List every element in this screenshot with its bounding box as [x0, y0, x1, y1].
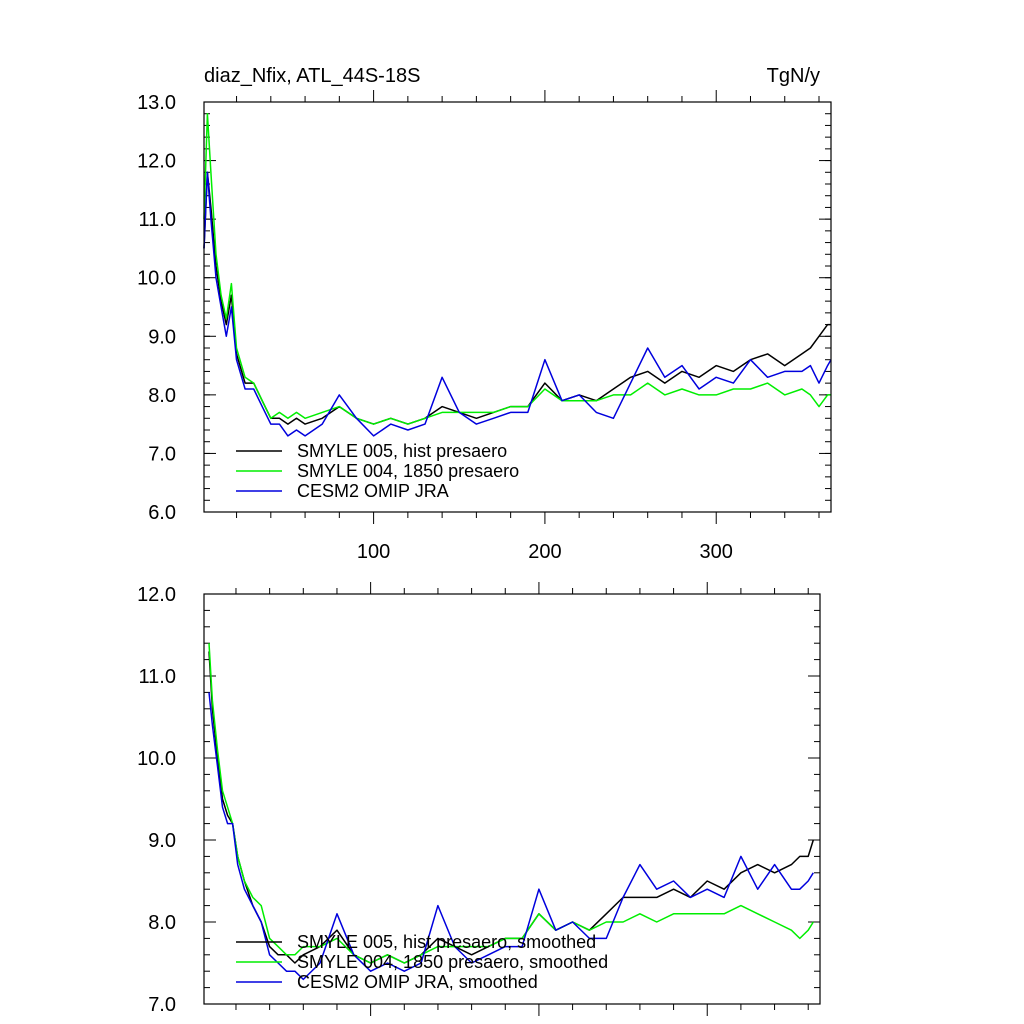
x-tick-label: 300: [700, 541, 733, 563]
y-tick-label: 12.0: [137, 151, 176, 173]
y-tick-label: 8.0: [148, 912, 176, 934]
y-tick-label: 10.0: [137, 268, 176, 290]
bottom-panel: 7.0 8.0 9.0 10.0 11.0 12.0 SMYLE 005, hist pr…: [137, 582, 821, 1016]
y-tick-label: 7.0: [148, 994, 176, 1016]
series-lines: [208, 643, 815, 981]
y-tick-label: 11.0: [139, 666, 176, 688]
chart-title: diaz_Nfix, ATL_44S-18S: [204, 65, 420, 87]
units-label: TgN/y: [767, 65, 820, 87]
y-tick-label: 9.0: [148, 830, 176, 852]
legend-label-smyle004: SMYLE 004, 1850 presaero: [297, 461, 519, 481]
series-line-0: [208, 651, 815, 964]
y-tick-label: 9.0: [148, 326, 176, 348]
series-line-1: [208, 643, 814, 964]
series-line-2: [203, 171, 832, 437]
legend-label-smyle005-smoothed: SMYLE 005, hist presaero, smoothed: [297, 932, 596, 952]
legend-label-cesm2: CESM2 OMIP JRA: [297, 481, 449, 501]
series-line-2: [208, 692, 814, 981]
y-tick-label: 10.0: [137, 748, 176, 770]
legend: SMYLE 005, hist presaero SMYLE 004, 1850…: [236, 441, 519, 501]
y-tick-labels: 6.0 7.0 8.0 9.0 10.0 11.0 12.0 13.0: [137, 92, 176, 524]
y-tick-label: 12.0: [137, 584, 176, 606]
y-tick-label: 13.0: [137, 92, 176, 114]
legend-label-smyle004-smoothed: SMYLE 004, 1850 presaero, smoothed: [297, 952, 608, 972]
plot-frame: [203, 593, 821, 1005]
plot-frame: [203, 101, 832, 513]
legend-label-cesm2-smoothed: CESM2 OMIP JRA, smoothed: [297, 972, 538, 992]
y-tick-label: 7.0: [148, 443, 176, 465]
y-tick-label: 8.0: [148, 385, 176, 407]
series-lines: [203, 112, 832, 437]
y-tick-label: 6.0: [148, 502, 176, 524]
x-tick-label: 100: [357, 541, 390, 563]
legend: SMYLE 005, hist presaero, smoothed SMYLE…: [236, 932, 608, 992]
y-tick-labels: 7.0 8.0 9.0 10.0 11.0 12.0: [137, 584, 176, 1016]
y-tick-label: 11.0: [139, 209, 176, 231]
series-line-0: [203, 171, 831, 425]
top-panel: diaz_Nfix, ATL_44S-18S TgN/y 6.0 7.0 8.0 9.…: [137, 65, 832, 563]
x-tick-labels: 100 200 300: [357, 541, 733, 563]
x-tick-label: 200: [528, 541, 561, 563]
legend-label-smyle005: SMYLE 005, hist presaero: [297, 441, 507, 461]
